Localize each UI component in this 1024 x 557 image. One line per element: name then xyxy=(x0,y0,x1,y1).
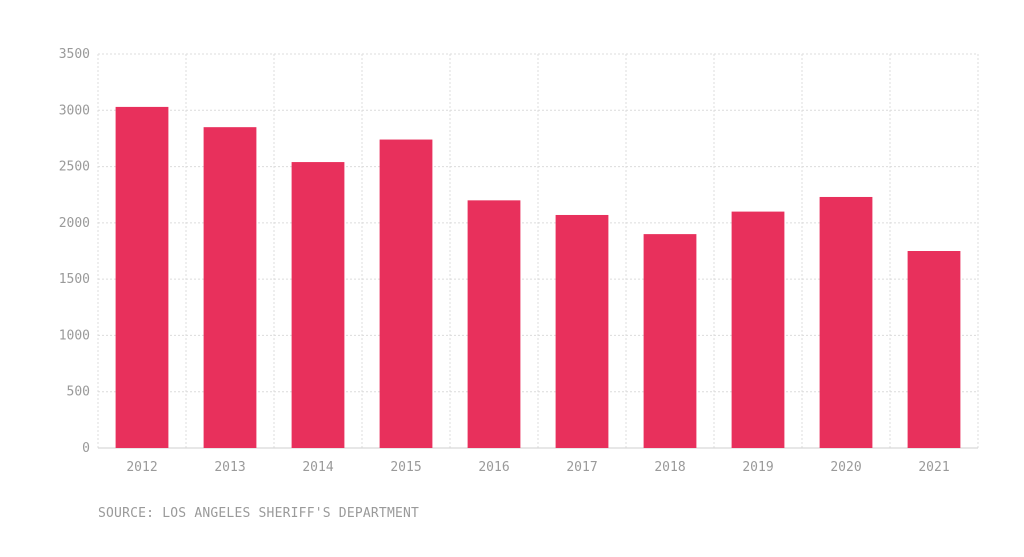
bar-2018 xyxy=(643,234,697,448)
x-tick-label-2017: 2017 xyxy=(566,460,597,475)
bar-2012 xyxy=(115,106,169,448)
x-tick-label-2014: 2014 xyxy=(302,460,333,475)
x-tick-label-2019: 2019 xyxy=(742,460,773,475)
x-tick-label-2013: 2013 xyxy=(214,460,245,475)
x-tick-label-2012: 2012 xyxy=(126,460,157,475)
x-tick-label-2020: 2020 xyxy=(830,460,861,475)
bars-layer xyxy=(115,106,961,449)
bar-2021 xyxy=(907,251,961,448)
y-tick-label: 2000 xyxy=(59,216,90,231)
bar-2020 xyxy=(819,196,873,448)
source-note: SOURCE: LOS ANGELES SHERIFF'S DEPARTMENT xyxy=(98,506,420,521)
y-tick-label: 2500 xyxy=(59,160,90,175)
y-tick-label: 1000 xyxy=(59,328,90,343)
bar-2019 xyxy=(731,211,785,448)
bar-2013 xyxy=(203,127,257,449)
y-tick-label: 1500 xyxy=(59,272,90,287)
bar-2015 xyxy=(379,139,433,448)
x-tick-label-2015: 2015 xyxy=(390,460,421,475)
y-axis-ticks: 0 500 1000 1500 2000 2500 3000 3500 xyxy=(59,47,90,456)
x-tick-label-2016: 2016 xyxy=(478,460,509,475)
bar-2017 xyxy=(555,214,609,448)
y-tick-label: 3500 xyxy=(59,47,90,62)
bar-2014 xyxy=(291,162,345,448)
x-tick-label-2021: 2021 xyxy=(918,460,949,475)
y-tick-label: 500 xyxy=(67,385,90,400)
x-tick-label-2018: 2018 xyxy=(654,460,685,475)
y-tick-label: 3000 xyxy=(59,103,90,118)
bar-2016 xyxy=(467,200,521,448)
y-tick-label: 0 xyxy=(82,441,90,456)
x-axis-ticks: 2012 2013 2014 2015 2016 2017 2018 2019 2020 2021 xyxy=(126,460,949,475)
